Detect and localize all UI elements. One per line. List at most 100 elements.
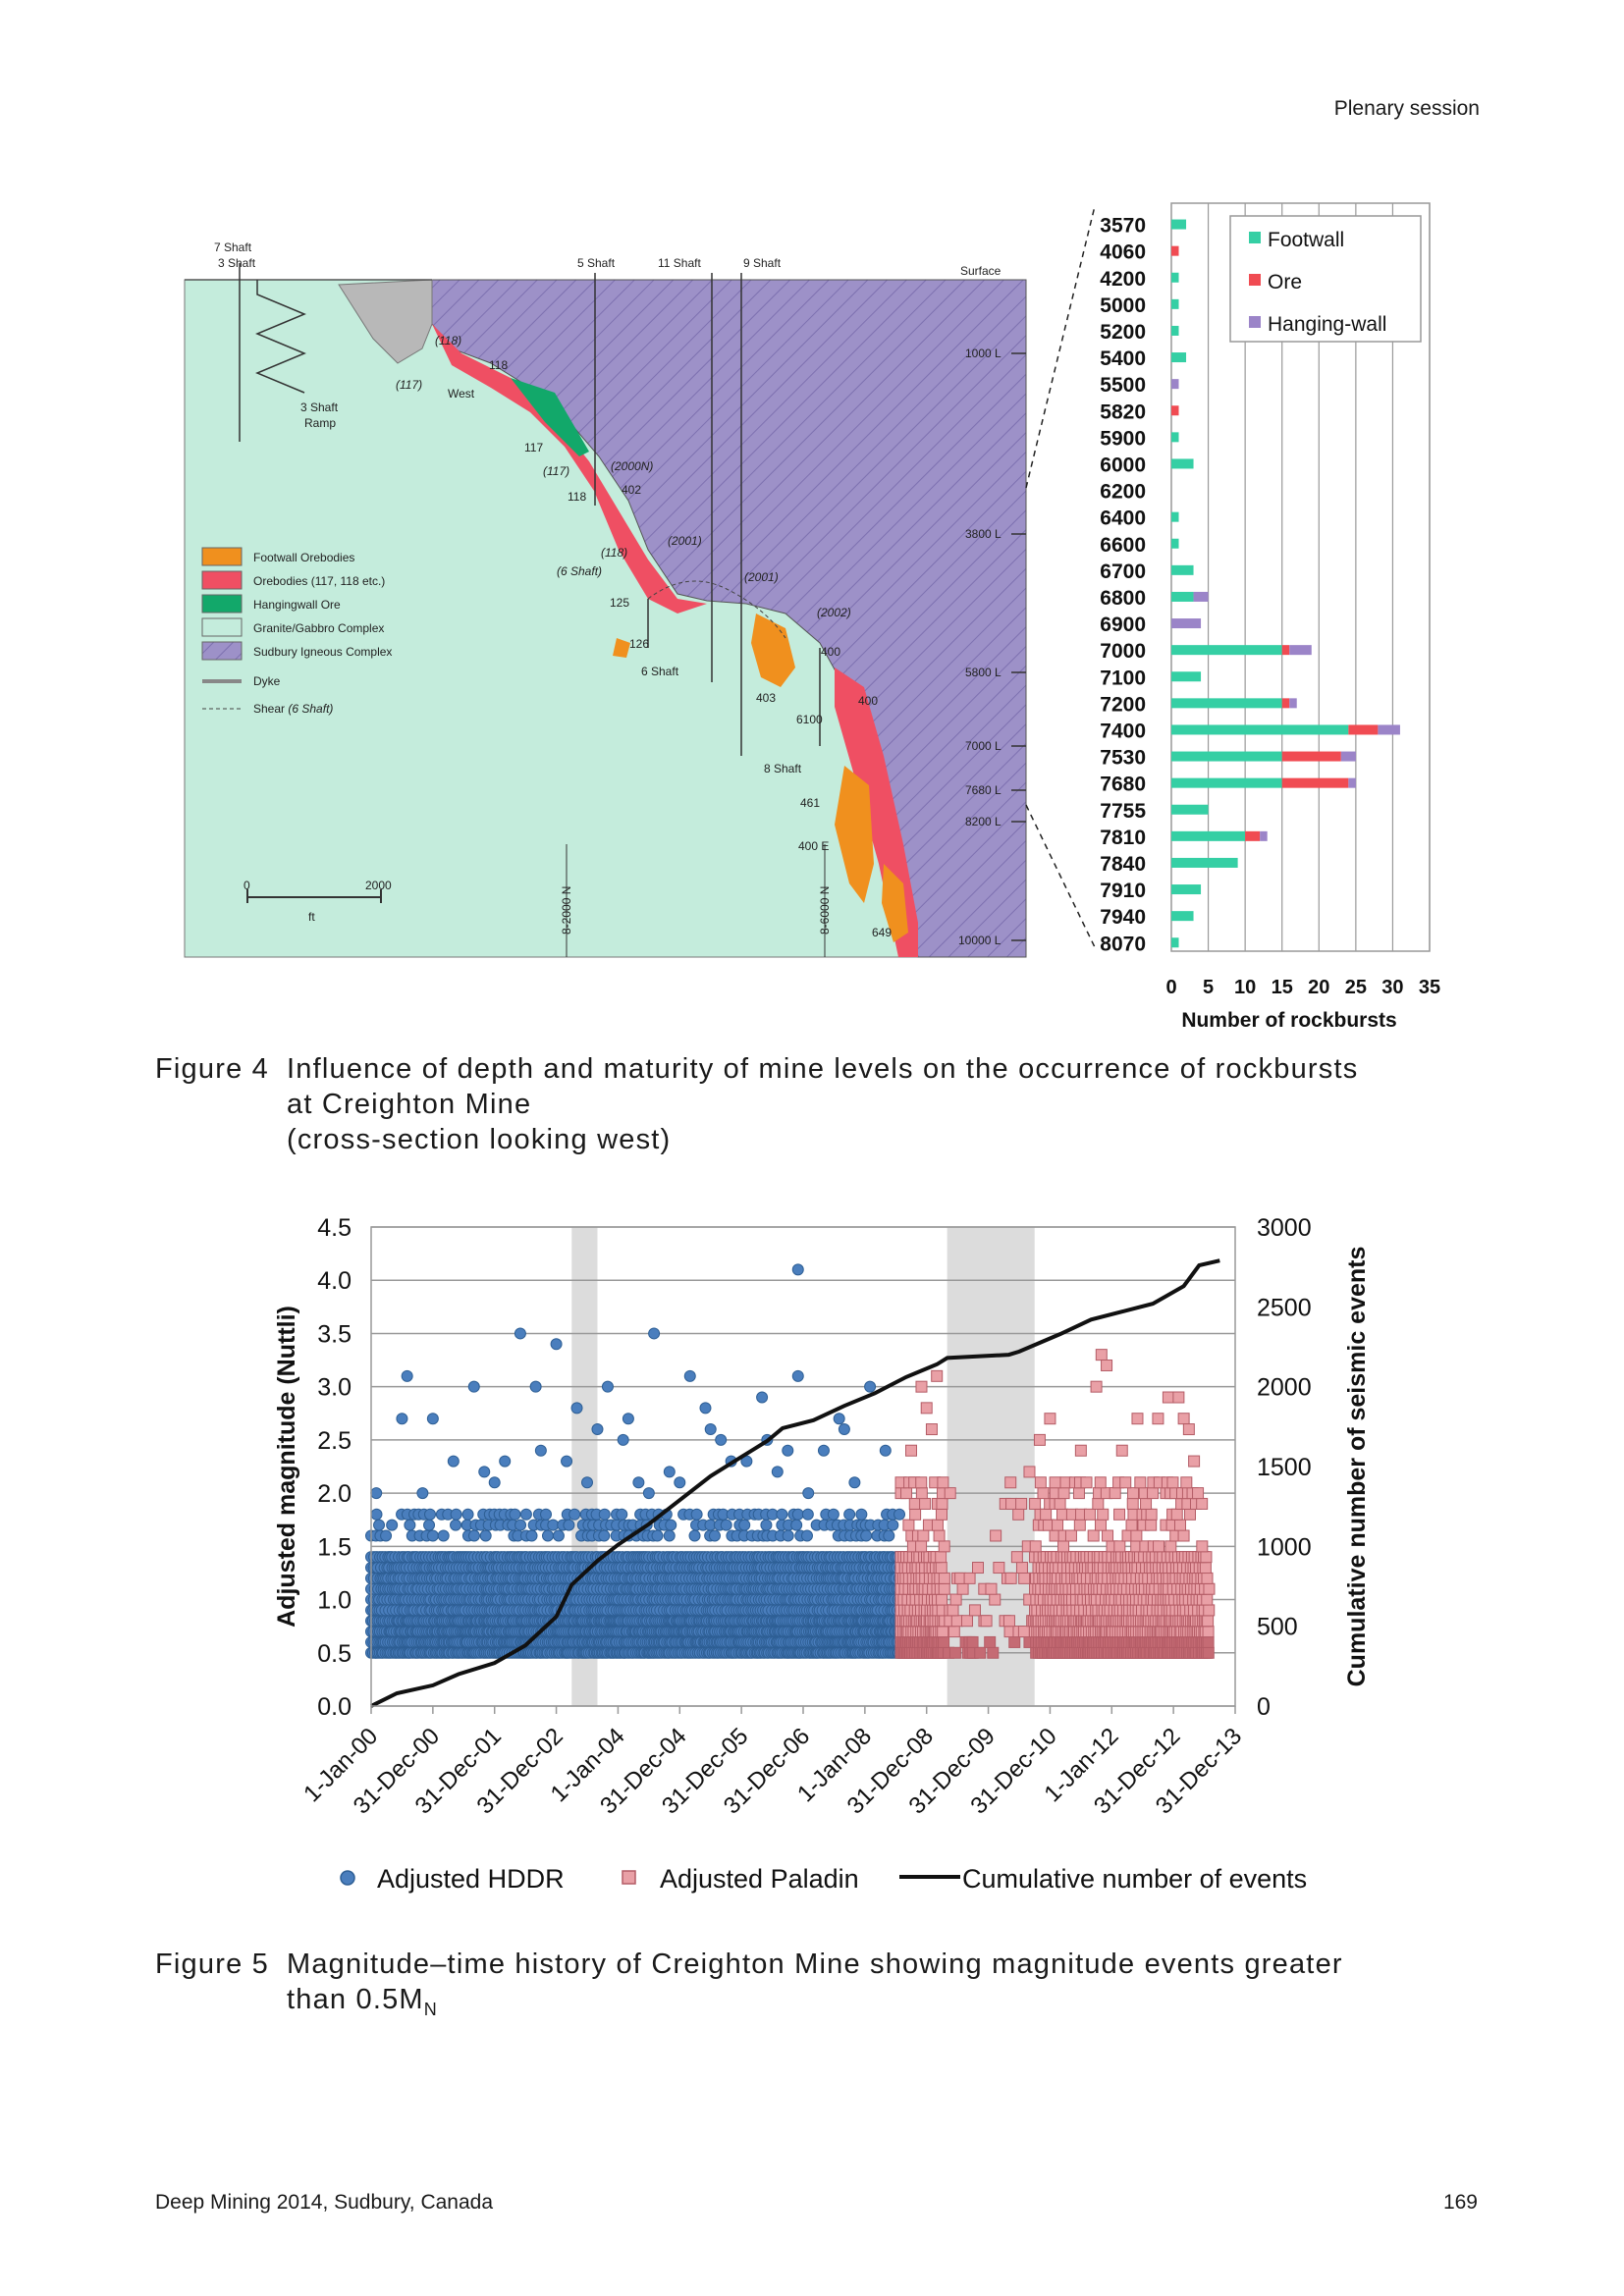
rockburst-x-tick: 0: [1165, 977, 1176, 998]
rockburst-bar-footwall: [1171, 325, 1179, 336]
paladin-point: [1072, 1487, 1085, 1500]
map-legend: Footwall Orebodies Orebodies (117, 118 e…: [201, 547, 392, 716]
rockburst-level-label: 7910: [1100, 880, 1146, 902]
paladin-point: [1192, 1487, 1205, 1500]
paladin-point: [1172, 1391, 1185, 1404]
paladin-point: [956, 1582, 969, 1595]
hddr-point: [540, 1508, 553, 1521]
running-header: Plenary session: [1333, 97, 1480, 120]
rockburst-level-label: 5000: [1100, 294, 1146, 317]
mt-y2-axis-label: Cumulative number of seismic events: [1343, 1247, 1371, 1687]
paladin-point: [1092, 1497, 1105, 1510]
paladin-point: [1164, 1540, 1177, 1553]
paladin-point: [936, 1497, 948, 1510]
rockburst-bar-footwall: [1171, 591, 1194, 602]
rockburst-bar-footwall: [1171, 777, 1282, 788]
page-number: 169: [1442, 2191, 1478, 2214]
label-shaft-9: 9 Shaft: [743, 256, 782, 270]
paladin-point: [1015, 1497, 1028, 1510]
paladin-point: [931, 1369, 944, 1382]
svg-text:461: 461: [800, 796, 820, 810]
paladin-point: [1202, 1646, 1215, 1659]
rockburst-bar-hanging-wall: [1340, 751, 1356, 762]
paladin-point: [915, 1380, 928, 1393]
hddr-point: [450, 1508, 462, 1521]
paladin-point: [1196, 1497, 1209, 1510]
legend-marker-paladin: [622, 1870, 636, 1885]
hddr-point: [570, 1402, 583, 1415]
legend-swatch-footwall: [1249, 232, 1261, 243]
hddr-point: [683, 1369, 696, 1382]
svg-text:400: 400: [858, 694, 878, 708]
footwall-orebody-126: [613, 638, 630, 658]
paladin-point: [1147, 1487, 1160, 1500]
mt-y2-tick: 1500: [1257, 1454, 1312, 1481]
hddr-point: [437, 1529, 450, 1542]
paladin-point: [909, 1508, 922, 1521]
label-ramp-2: Ramp: [304, 416, 336, 430]
rockburst-bar-footwall: [1171, 564, 1194, 575]
hddr-point: [591, 1423, 604, 1436]
svg-text:3800 L: 3800 L: [965, 527, 1001, 541]
mt-y2-tick: 1000: [1257, 1533, 1312, 1561]
paladin-point: [1162, 1391, 1174, 1404]
rockburst-level-label: 5820: [1100, 400, 1146, 423]
paladin-point: [1196, 1540, 1209, 1553]
svg-text:10000 L: 10000 L: [958, 934, 1001, 947]
svg-text:(117): (117): [543, 464, 569, 478]
rockburst-level-label: 6000: [1100, 454, 1146, 476]
hddr-point: [563, 1519, 575, 1531]
rockburst-level-label: 7200: [1100, 693, 1146, 716]
hddr-point: [550, 1338, 563, 1351]
rockburst-bar-ore: [1281, 645, 1290, 656]
rockburst-level-label: 4060: [1100, 241, 1146, 264]
paladin-point: [1173, 1519, 1186, 1531]
paladin-point: [902, 1519, 915, 1531]
legend-swatch-footwall-orebodies: [201, 547, 243, 566]
legend-swatch-sudbury: [201, 641, 243, 661]
rockburst-x-tick: 15: [1272, 977, 1293, 998]
paladin-point: [1113, 1540, 1126, 1553]
hddr-point: [568, 1508, 581, 1521]
hddr-point: [843, 1508, 856, 1521]
paladin-point: [1012, 1508, 1025, 1521]
svg-text:7680 L: 7680 L: [965, 783, 1001, 797]
legend-label-dyke: Dyke: [253, 674, 281, 688]
hddr-point: [622, 1413, 634, 1425]
hddr-point: [499, 1455, 512, 1468]
paladin-point: [1008, 1635, 1021, 1648]
legend-label-shear: Shear (6 Shaft): [253, 702, 333, 716]
hddr-point: [601, 1380, 614, 1393]
paladin-point: [968, 1604, 981, 1617]
mt-y2-tick: 3000: [1257, 1214, 1312, 1242]
paladin-point: [938, 1635, 950, 1648]
paladin-point: [1005, 1497, 1018, 1510]
svg-text:125: 125: [610, 596, 629, 610]
mt-y-tick: 2.0: [317, 1480, 352, 1508]
paladin-point: [1126, 1497, 1139, 1510]
figure-5: 0.0 0.5 1.0 1.5 2.0 2.5 3.0 3.5 4.0 4.5 0 500 1000 1…: [273, 1214, 1371, 1894]
paladin-point: [1002, 1615, 1015, 1628]
rockburst-bar-hanging-wall: [1348, 777, 1356, 788]
shaft-3-ramp-line: [255, 280, 306, 394]
rockburst-level-label: 6400: [1100, 507, 1146, 530]
paladin-point: [1004, 1572, 1017, 1584]
figure-4-caption: Figure 4 Influence of depth and maturity …: [155, 1051, 1358, 1157]
hddr-point: [848, 1476, 861, 1489]
rockburst-level-label: 5400: [1100, 347, 1146, 370]
mt-y2-tick: 0: [1257, 1693, 1271, 1721]
label-surface: Surface: [960, 264, 1001, 278]
rockburst-bar-ore: [1348, 724, 1379, 735]
hddr-point: [642, 1487, 655, 1500]
paladin-point: [1130, 1529, 1143, 1542]
paladin-point: [1094, 1476, 1107, 1489]
paladin-point: [908, 1497, 921, 1510]
mt-y-tick: 0.5: [317, 1640, 352, 1668]
hddr-point: [782, 1529, 794, 1542]
svg-text:(118): (118): [435, 334, 461, 347]
legend-marker-hddr: [340, 1870, 355, 1886]
hddr-point: [708, 1529, 721, 1542]
label-shaft-3: 3 Shaft: [218, 256, 256, 270]
svg-text:8-2000 N: 8-2000 N: [560, 886, 573, 934]
paladin-point: [1004, 1476, 1017, 1489]
